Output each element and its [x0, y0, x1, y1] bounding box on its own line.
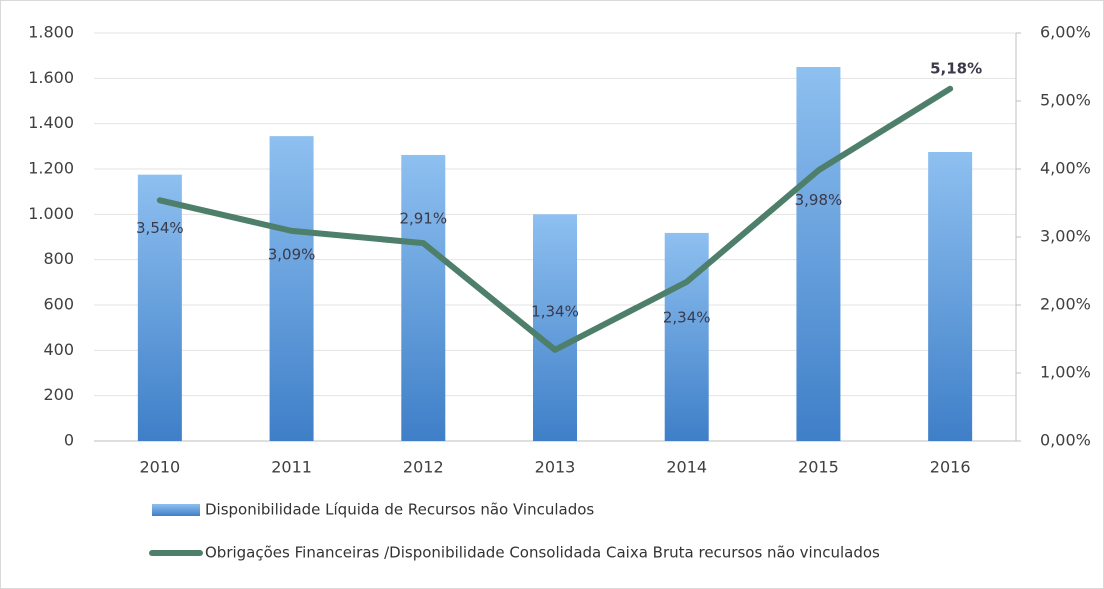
y-tick-label: 1.000 — [28, 204, 74, 223]
y-tick-label: 1.200 — [28, 159, 74, 178]
y-tick-label: 1.400 — [28, 113, 74, 132]
legend-label: Disponibilidade Líquida de Recursos não … — [205, 501, 594, 519]
y-tick-label: 1.800 — [28, 23, 74, 42]
y2-tick-label: 0,00% — [1040, 431, 1091, 450]
data-label: 5,18% — [930, 59, 982, 77]
y-tick-label: 400 — [43, 340, 74, 359]
y-tick-label: 0 — [64, 431, 74, 450]
bar — [796, 67, 841, 441]
y-tick-label: 1.600 — [28, 68, 74, 87]
x-tick-label: 2016 — [930, 458, 971, 477]
y2-tick-label: 4,00% — [1040, 159, 1091, 178]
x-tick-label: 2014 — [666, 458, 707, 477]
y2-tick-label: 1,00% — [1040, 363, 1091, 382]
data-label: 3,54% — [136, 219, 184, 237]
y2-tick-label: 3,00% — [1040, 227, 1091, 246]
data-label: 3,09% — [268, 245, 316, 263]
data-label: 2,91% — [399, 210, 447, 228]
y-tick-label: 200 — [43, 385, 74, 404]
bar — [401, 154, 446, 442]
y2-tick-label: 6,00% — [1040, 23, 1091, 42]
data-label: 2,34% — [663, 308, 711, 326]
bar — [928, 152, 973, 441]
x-tick-label: 2010 — [139, 458, 180, 477]
y2-tick-label: 5,00% — [1040, 91, 1091, 110]
legend-label: Obrigações Financeiras /Disponibilidade … — [205, 544, 880, 562]
y2-tick-label: 2,00% — [1040, 295, 1091, 314]
line — [156, 85, 954, 353]
data-label: 1,34% — [531, 302, 579, 320]
bar — [533, 214, 577, 441]
x-tick-label: 2015 — [798, 458, 839, 477]
legend-swatch — [152, 504, 200, 516]
bar — [269, 136, 314, 441]
x-tick-label: 2012 — [403, 458, 444, 477]
y-tick-label: 800 — [43, 249, 74, 268]
data-label: 3,98% — [795, 191, 843, 209]
bar — [137, 174, 182, 441]
bar — [664, 232, 709, 441]
x-tick-label: 2013 — [535, 458, 576, 477]
y-tick-label: 600 — [43, 295, 74, 314]
x-tick-label: 2011 — [271, 458, 312, 477]
